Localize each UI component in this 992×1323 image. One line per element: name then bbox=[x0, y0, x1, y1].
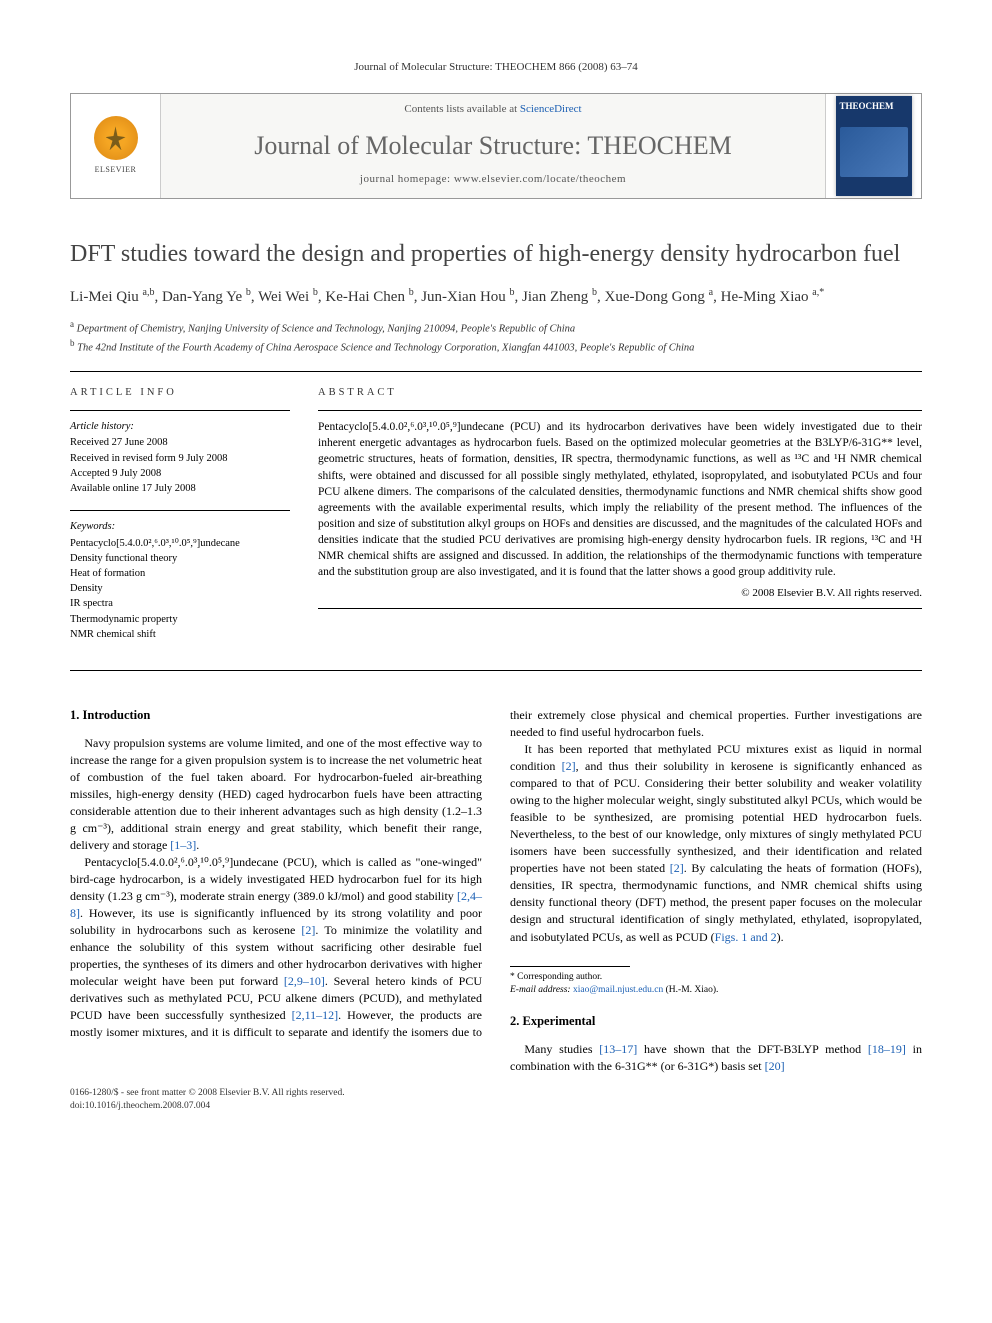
journal-name: Journal of Molecular Structure: THEOCHEM bbox=[173, 128, 813, 164]
abstract-column: ABSTRACT Pentacyclo[5.4.0.0²,⁶.0³,¹⁰.0⁵,… bbox=[318, 386, 922, 657]
article-info-column: ARTICLE INFO Article history: Received 2… bbox=[70, 386, 290, 657]
para-text: Many studies bbox=[524, 1042, 599, 1056]
divider bbox=[70, 670, 922, 671]
body-paragraph: Many studies [13–17] have shown that the… bbox=[510, 1041, 922, 1075]
body-paragraph: It has been reported that methylated PCU… bbox=[510, 741, 922, 945]
cover-thumb-box: THEOCHEM bbox=[825, 94, 921, 197]
article-title: DFT studies toward the design and proper… bbox=[70, 239, 922, 269]
footnotes: * Corresponding author. E-mail address: … bbox=[510, 971, 922, 998]
para-text: have shown that the DFT-B3LYP method bbox=[637, 1042, 868, 1056]
para-text: , and thus their solubility in kerosene … bbox=[510, 759, 922, 875]
affiliation-a: a Department of Chemistry, Nanjing Unive… bbox=[70, 318, 922, 337]
homepage-url: www.elsevier.com/locate/theochem bbox=[454, 173, 626, 185]
cover-title: THEOCHEM bbox=[840, 100, 908, 113]
article-info-heading: ARTICLE INFO bbox=[70, 386, 290, 401]
citation-link[interactable]: [2,11–12] bbox=[292, 1008, 339, 1022]
publisher-logo-box: ELSEVIER bbox=[71, 94, 161, 197]
affiliation-b-text: The 42nd Institute of the Fourth Academy… bbox=[77, 343, 694, 354]
citation-link[interactable]: [2] bbox=[670, 861, 684, 875]
history-line: Accepted 9 July 2008 bbox=[70, 466, 290, 481]
contents-prefix: Contents lists available at bbox=[404, 103, 519, 115]
contents-available-line: Contents lists available at ScienceDirec… bbox=[173, 102, 813, 117]
divider bbox=[70, 510, 290, 511]
article-history-label: Article history: bbox=[70, 419, 290, 434]
abstract-text: Pentacyclo[5.4.0.0²,⁶.0³,¹⁰.0⁵,⁹]undecan… bbox=[318, 419, 922, 580]
divider bbox=[318, 608, 922, 609]
keyword: Thermodynamic property bbox=[70, 612, 290, 627]
author-list: Li-Mei Qiu a,b, Dan-Yang Ye b, Wei Wei b… bbox=[70, 285, 922, 309]
para-text: Navy propulsion systems are volume limit… bbox=[70, 736, 482, 852]
citation-link[interactable]: [1–3] bbox=[170, 838, 196, 852]
keyword: NMR chemical shift bbox=[70, 627, 290, 642]
footnote-divider bbox=[510, 966, 630, 967]
keyword: Density functional theory bbox=[70, 551, 290, 566]
masthead-center: Contents lists available at ScienceDirec… bbox=[161, 94, 825, 197]
publisher-name: ELSEVIER bbox=[95, 164, 137, 175]
abstract-copyright: © 2008 Elsevier B.V. All rights reserved… bbox=[318, 586, 922, 601]
affiliation-b: b The 42nd Institute of the Fourth Acade… bbox=[70, 337, 922, 356]
citation-link[interactable]: [18–19] bbox=[868, 1042, 906, 1056]
author-email-link[interactable]: xiao@mail.njust.edu.cn bbox=[573, 985, 663, 995]
divider bbox=[318, 410, 922, 411]
keyword: Density bbox=[70, 581, 290, 596]
citation-link[interactable]: [2] bbox=[562, 759, 576, 773]
affiliations: a Department of Chemistry, Nanjing Unive… bbox=[70, 318, 922, 357]
section-heading-experimental: 2. Experimental bbox=[510, 1013, 922, 1031]
running-head: Journal of Molecular Structure: THEOCHEM… bbox=[70, 60, 922, 75]
homepage-prefix: journal homepage: bbox=[360, 173, 454, 185]
keyword: Heat of formation bbox=[70, 566, 290, 581]
citation-link[interactable]: [13–17] bbox=[599, 1042, 637, 1056]
citation-link[interactable]: [20] bbox=[765, 1059, 785, 1073]
email-label: E-mail address: bbox=[510, 985, 571, 995]
cover-art-icon bbox=[840, 127, 908, 177]
page-footer: 0166-1280/$ - see front matter © 2008 El… bbox=[70, 1087, 922, 1114]
history-line: Available online 17 July 2008 bbox=[70, 481, 290, 496]
section-heading-introduction: 1. Introduction bbox=[70, 707, 482, 725]
email-attribution: (H.-M. Xiao). bbox=[666, 985, 719, 995]
elsevier-tree-icon bbox=[94, 116, 138, 160]
divider bbox=[70, 410, 290, 411]
keyword: IR spectra bbox=[70, 596, 290, 611]
citation-link[interactable]: [2,9–10] bbox=[284, 974, 325, 988]
article-body: 1. Introduction Navy propulsion systems … bbox=[70, 707, 922, 1075]
doi-line: doi:10.1016/j.theochem.2008.07.004 bbox=[70, 1100, 922, 1113]
sciencedirect-link[interactable]: ScienceDirect bbox=[520, 103, 582, 115]
keywords-label: Keywords: bbox=[70, 519, 290, 534]
journal-homepage-line: journal homepage: www.elsevier.com/locat… bbox=[173, 172, 813, 187]
info-abstract-row: ARTICLE INFO Article history: Received 2… bbox=[70, 372, 922, 671]
affiliation-a-text: Department of Chemistry, Nanjing Univers… bbox=[77, 324, 576, 335]
body-paragraph: Navy propulsion systems are volume limit… bbox=[70, 735, 482, 854]
journal-masthead: ELSEVIER Contents lists available at Sci… bbox=[70, 93, 922, 198]
front-matter-line: 0166-1280/$ - see front matter © 2008 El… bbox=[70, 1087, 922, 1100]
corresponding-author-note: * Corresponding author. bbox=[510, 971, 922, 984]
figure-link[interactable]: Figs. 1 and 2 bbox=[715, 930, 777, 944]
elsevier-logo: ELSEVIER bbox=[86, 111, 146, 181]
abstract-heading: ABSTRACT bbox=[318, 386, 922, 401]
citation-link[interactable]: [2] bbox=[301, 923, 315, 937]
para-text: Pentacyclo[5.4.0.0²,⁶.0³,¹⁰.0⁵,⁹]undecan… bbox=[70, 855, 482, 903]
history-line: Received in revised form 9 July 2008 bbox=[70, 451, 290, 466]
email-line: E-mail address: xiao@mail.njust.edu.cn (… bbox=[510, 984, 922, 997]
journal-cover-thumbnail: THEOCHEM bbox=[836, 96, 912, 196]
history-line: Received 27 June 2008 bbox=[70, 435, 290, 450]
para-text: ). bbox=[777, 930, 784, 944]
keyword: Pentacyclo[5.4.0.0²,⁶.0³,¹⁰.0⁵,⁹]undecan… bbox=[70, 536, 290, 551]
